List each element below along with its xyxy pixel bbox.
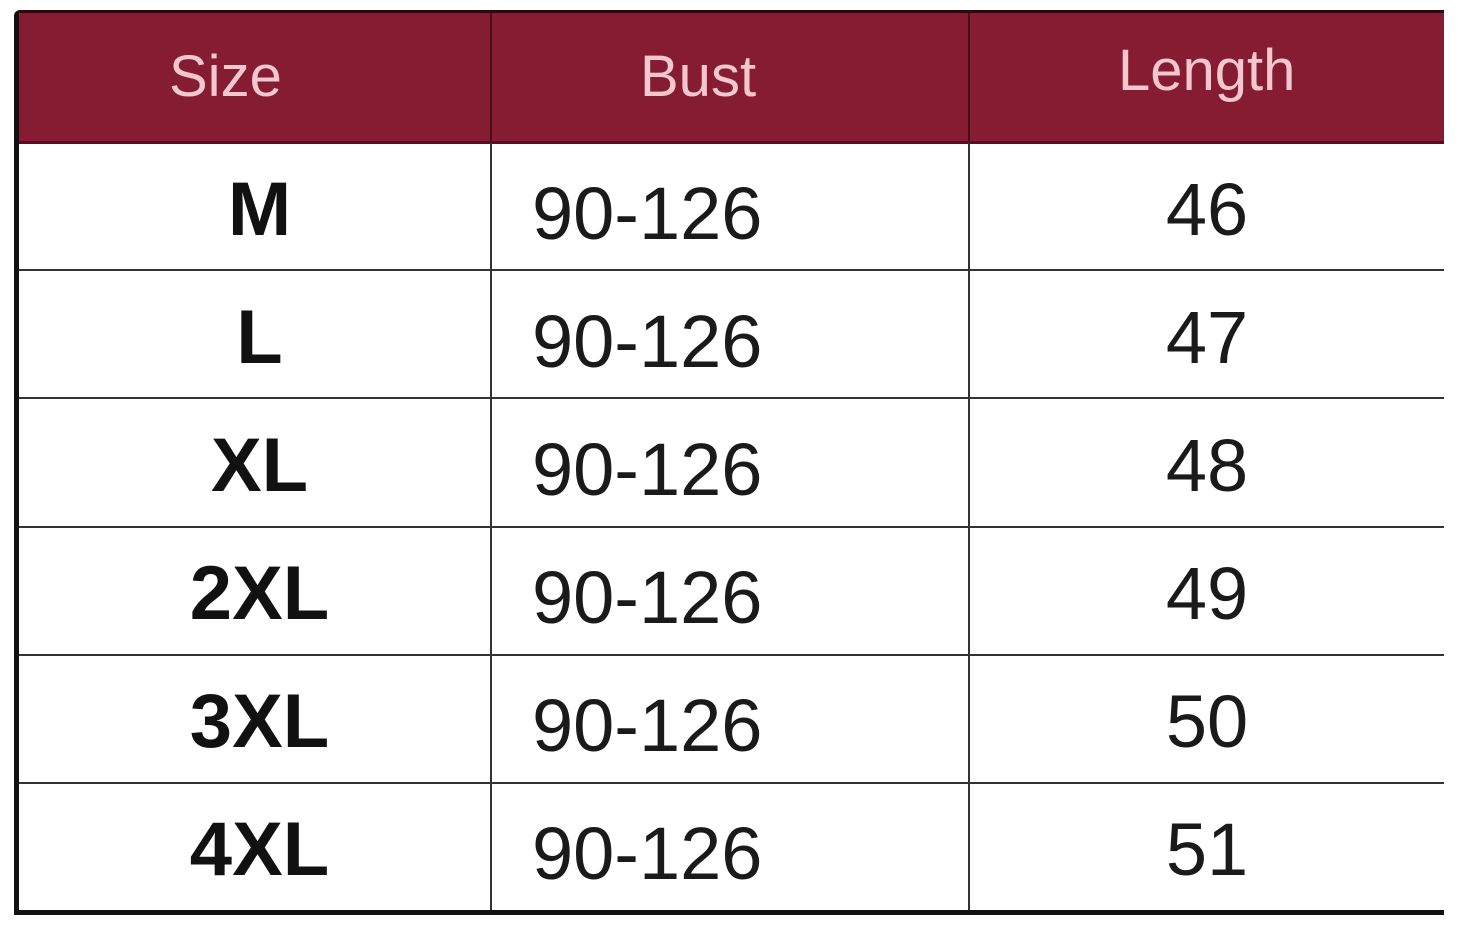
- header-cell-size: Size: [19, 13, 492, 141]
- size-cell: 3XL: [19, 655, 492, 782]
- size-cell: XL: [19, 399, 492, 526]
- bust-cell: 90-126: [492, 527, 970, 654]
- table-row: XL 90-126 48: [19, 399, 1444, 528]
- header-bust: Bust: [640, 44, 757, 109]
- size-cell: 4XL: [19, 783, 492, 910]
- length-cell: 51: [1165, 808, 1249, 892]
- length-cell: 48: [1165, 423, 1249, 507]
- size-cell: M: [19, 143, 492, 270]
- bust-cell: 90-126: [492, 271, 970, 398]
- header-cell-bust: Bust: [492, 13, 970, 141]
- bust-cell: 90-126: [492, 143, 970, 270]
- table-row: M 90-126 46: [19, 143, 1444, 272]
- table-body: M 90-126 46 L 90-126 47 XL 90-126 48 2XL 90-126 49 3…: [19, 143, 1444, 910]
- table-header: Size Bust Length: [19, 13, 1444, 144]
- table-row: 3XL 90-126 50: [19, 655, 1444, 784]
- bust-cell: 90-126: [492, 399, 970, 526]
- size-chart-table: Size Bust Length M 90-126 46 L 90-126 47 XL 90-…: [14, 10, 1444, 915]
- length-cell: 49: [1165, 552, 1249, 636]
- table-row: 4XL 90-126 51: [19, 783, 1444, 910]
- header-size: Size: [169, 44, 282, 109]
- size-cell: 2XL: [19, 527, 492, 654]
- size-cell: L: [19, 271, 492, 398]
- length-cell: 50: [1165, 680, 1249, 764]
- header-cell-length: Length: [970, 13, 1444, 141]
- bust-cell: 90-126: [492, 655, 970, 782]
- length-cell: 47: [1165, 295, 1249, 379]
- header-length: Length: [1118, 38, 1296, 103]
- bust-cell: 90-126: [492, 783, 970, 910]
- table-row: L 90-126 47: [19, 271, 1444, 400]
- length-cell: 46: [1165, 167, 1249, 251]
- table-row: 2XL 90-126 49: [19, 527, 1444, 656]
